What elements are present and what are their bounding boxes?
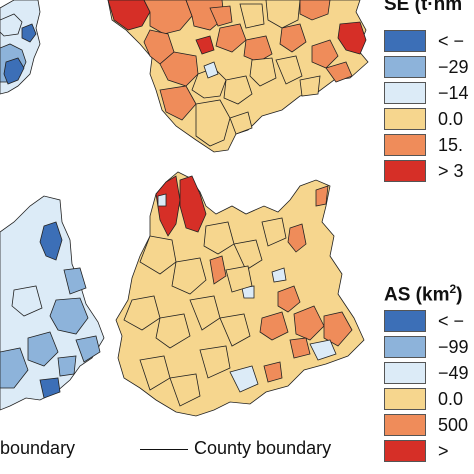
top-map-region bbox=[243, 35, 273, 63]
top-map-region bbox=[215, 23, 247, 53]
bottom-map-region bbox=[139, 235, 177, 275]
bottom-map-region bbox=[259, 311, 289, 341]
top-map-region bbox=[311, 39, 339, 69]
bottom-left-region bbox=[63, 267, 87, 295]
top-legend-swatch bbox=[384, 82, 426, 104]
bottom-left-outline bbox=[0, 195, 105, 411]
bottom-legend-title-sup: 2 bbox=[449, 282, 457, 296]
bottom-map-region bbox=[233, 239, 263, 271]
top-legend-label: −14 bbox=[438, 83, 469, 103]
bottom-left-region bbox=[75, 335, 101, 363]
bottom-legend-title: AS (km2) bbox=[384, 282, 462, 306]
left-caption: boundary bbox=[0, 438, 76, 458]
bottom-map-region bbox=[219, 313, 251, 347]
top-left-region bbox=[0, 13, 23, 37]
bottom-right-map bbox=[115, 171, 365, 417]
top-map-region bbox=[249, 57, 277, 87]
top-map-region bbox=[299, 0, 331, 21]
bottom-map-region bbox=[315, 185, 329, 207]
bottom-map-region bbox=[171, 257, 207, 295]
top-left-region bbox=[21, 23, 37, 43]
top-map-region bbox=[203, 61, 219, 79]
top-legend-swatch bbox=[384, 134, 426, 156]
bottom-map-region bbox=[199, 345, 231, 379]
top-map-region bbox=[229, 111, 253, 135]
bottom-map-region bbox=[155, 313, 191, 349]
bottom-map-region bbox=[157, 193, 167, 207]
top-left-map bbox=[0, 0, 41, 95]
bottom-legend-label: 0.0 bbox=[438, 389, 464, 409]
top-legend-swatch bbox=[384, 160, 426, 182]
top-legend-label: −29 bbox=[438, 57, 469, 77]
bottom-legend-label: −49 bbox=[438, 363, 469, 383]
top-legend-label: < − bbox=[438, 31, 465, 51]
top-legend-label: > 3 bbox=[438, 161, 464, 181]
bottom-left-region bbox=[11, 285, 43, 317]
bottom-map-region bbox=[229, 365, 259, 393]
top-map-region bbox=[279, 23, 307, 53]
bottom-legend-label: > bbox=[438, 441, 449, 461]
bottom-map-region bbox=[309, 339, 337, 361]
top-map-region bbox=[337, 21, 367, 55]
bottom-legend-title-text: AS (km bbox=[384, 284, 450, 306]
bottom-map-region bbox=[203, 221, 235, 255]
bottom-map-region bbox=[293, 305, 325, 341]
bottom-map-region bbox=[209, 255, 227, 285]
top-legend-swatch bbox=[384, 108, 426, 130]
bottom-left-region bbox=[27, 331, 59, 367]
bottom-legend-title-suffix: ) bbox=[456, 284, 463, 306]
bottom-map-region bbox=[263, 361, 283, 383]
bottom-left-region bbox=[0, 347, 29, 389]
bottom-map-region bbox=[179, 175, 207, 233]
bottom-legend-label: −99 bbox=[438, 337, 469, 357]
bottom-legend-swatch bbox=[384, 362, 426, 384]
bottom-legend-swatch bbox=[384, 440, 426, 462]
top-map-region bbox=[299, 75, 321, 97]
right-caption: County boundary bbox=[194, 438, 332, 458]
top-map-region bbox=[107, 0, 151, 31]
bottom-legend-swatch bbox=[384, 336, 426, 358]
bottom-legend-label: 500 bbox=[438, 415, 469, 435]
bottom-map-region bbox=[225, 265, 253, 293]
bottom-left-region bbox=[49, 297, 89, 335]
top-map-region bbox=[159, 85, 197, 121]
bottom-map-region bbox=[287, 223, 307, 253]
top-legend-label: 15. bbox=[438, 135, 464, 155]
top-legend-label: 0.0 bbox=[438, 109, 464, 129]
top-map-region bbox=[275, 55, 303, 85]
bottom-legend-label: < − bbox=[438, 311, 465, 331]
top-map-region bbox=[195, 35, 215, 55]
bottom-map-region bbox=[261, 217, 287, 247]
bottom-legend-swatch bbox=[384, 388, 426, 410]
bottom-legend-swatch bbox=[384, 310, 426, 332]
bottom-map-region bbox=[271, 267, 287, 283]
top-map-region bbox=[325, 61, 353, 83]
top-map-region bbox=[195, 99, 231, 147]
top-legend-swatch bbox=[384, 30, 426, 52]
bottom-map-region bbox=[155, 175, 181, 237]
bottom-map-region bbox=[123, 295, 161, 331]
bottom-map-region bbox=[323, 311, 353, 347]
bottom-left-map bbox=[0, 195, 105, 411]
bottom-map-region bbox=[289, 337, 311, 359]
bottom-map-region bbox=[277, 285, 301, 313]
top-map-region bbox=[223, 75, 253, 105]
bottom-left-region bbox=[39, 221, 63, 261]
top-legend-title: SE (t·hm bbox=[384, 0, 462, 16]
top-right-map bbox=[107, 0, 369, 153]
bottom-left-region bbox=[39, 377, 61, 399]
bottom-legend-swatch bbox=[384, 414, 426, 436]
top-map-region bbox=[209, 5, 233, 27]
top-left-region bbox=[3, 57, 25, 85]
top-map-region bbox=[265, 0, 301, 29]
bottom-map-region bbox=[169, 373, 201, 407]
top-legend-swatch bbox=[384, 56, 426, 78]
county-boundary-line-sample bbox=[140, 449, 188, 450]
bottom-left-region bbox=[57, 355, 77, 377]
top-legend-title-text: SE (t·hm bbox=[384, 0, 463, 15]
top-map-region bbox=[239, 3, 265, 29]
